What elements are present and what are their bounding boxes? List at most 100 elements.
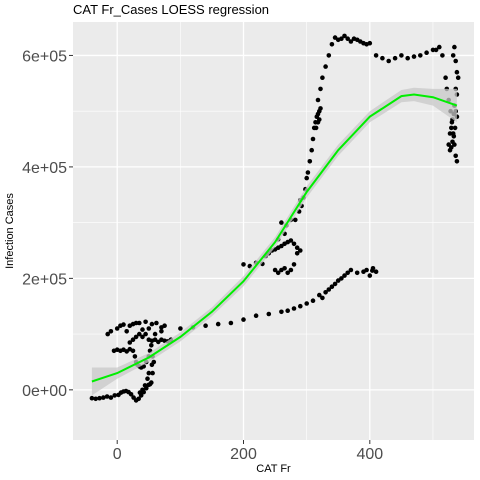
data-point: [147, 382, 153, 387]
data-point: [108, 395, 114, 400]
data-point: [142, 383, 148, 388]
data-point: [279, 220, 284, 225]
data-point: [291, 241, 297, 247]
data-point: [298, 248, 303, 253]
data-point: [386, 58, 392, 64]
data-point: [272, 267, 278, 273]
data-point: [304, 175, 310, 181]
data-point: [136, 396, 141, 402]
data-point: [310, 298, 316, 304]
data-point: [143, 319, 148, 325]
data-point: [453, 153, 459, 159]
data-point: [291, 262, 297, 267]
data-point: [108, 329, 114, 334]
data-point: [149, 362, 155, 368]
data-point: [279, 243, 284, 249]
data-point: [399, 53, 404, 58]
data-point: [309, 147, 315, 153]
data-point: [130, 321, 136, 327]
data-point: [411, 54, 417, 59]
data-point: [294, 245, 300, 250]
data-point: [288, 267, 294, 273]
data-point: [285, 270, 291, 276]
data-point: [348, 267, 354, 273]
data-point: [275, 270, 281, 276]
data-point: [447, 131, 453, 136]
data-point: [105, 331, 110, 337]
data-point: [93, 396, 98, 402]
data-point: [114, 326, 120, 331]
data-point: [315, 120, 321, 125]
data-point: [424, 50, 429, 55]
data-point: [285, 308, 291, 314]
data-point: [282, 266, 287, 271]
data-point: [150, 370, 155, 376]
data-point: [315, 97, 321, 103]
data-point: [132, 354, 138, 359]
data-point: [323, 290, 328, 295]
data-point: [446, 142, 452, 147]
data-point: [178, 326, 183, 331]
y-tick-label: 4e+05: [22, 160, 67, 177]
data-point: [293, 217, 298, 223]
data-point: [279, 309, 284, 315]
data-point: [449, 125, 454, 131]
data-point: [380, 55, 385, 61]
data-point: [373, 53, 379, 58]
data-point: [317, 292, 322, 298]
data-point: [130, 337, 136, 343]
data-point: [313, 125, 319, 131]
data-point: [137, 331, 142, 337]
data-point: [228, 320, 234, 326]
data-point: [348, 39, 354, 44]
data-point: [298, 303, 303, 309]
data-point: [323, 64, 328, 69]
data-point: [440, 53, 445, 58]
data-point: [145, 376, 150, 382]
data-point: [97, 395, 102, 401]
data-point: [291, 306, 297, 311]
data-point: [452, 125, 458, 131]
data-point: [392, 55, 398, 61]
x-tick-label: 0: [113, 446, 122, 463]
data-point: [405, 55, 411, 61]
data-point: [307, 159, 313, 164]
data-point: [364, 267, 369, 273]
data-point: [332, 281, 338, 287]
data-point: [318, 106, 323, 111]
y-tick-label: 2e+05: [22, 271, 67, 288]
data-point: [367, 40, 373, 46]
data-point: [418, 53, 423, 58]
data-point: [149, 343, 154, 348]
data-point: [253, 313, 259, 319]
y-tick-label: 6e+05: [22, 48, 67, 65]
data-point: [128, 392, 134, 397]
data-point: [433, 47, 439, 53]
data-point: [335, 278, 341, 283]
data-point: [326, 287, 332, 292]
data-point: [215, 321, 221, 327]
chart-title: CAT Fr_Cases LOESS regression: [73, 2, 269, 17]
data-point: [342, 33, 347, 39]
data-point: [294, 251, 300, 256]
data-point: [339, 36, 344, 41]
data-point: [342, 273, 347, 278]
data-point: [354, 270, 360, 276]
data-point: [320, 75, 325, 80]
data-point: [320, 295, 325, 301]
data-point: [310, 136, 316, 142]
data-point: [451, 134, 457, 139]
y-axis-title: Infection Cases: [4, 193, 16, 269]
data-point: [318, 86, 323, 92]
data-point: [367, 273, 373, 278]
data-point: [345, 36, 351, 41]
data-point: [149, 321, 155, 327]
plot-panel: [73, 22, 474, 440]
data-point: [241, 262, 246, 267]
data-point: [143, 331, 148, 337]
data-point: [447, 147, 453, 153]
data-point: [455, 75, 461, 80]
data-point: [146, 326, 152, 331]
data-point: [454, 69, 460, 75]
